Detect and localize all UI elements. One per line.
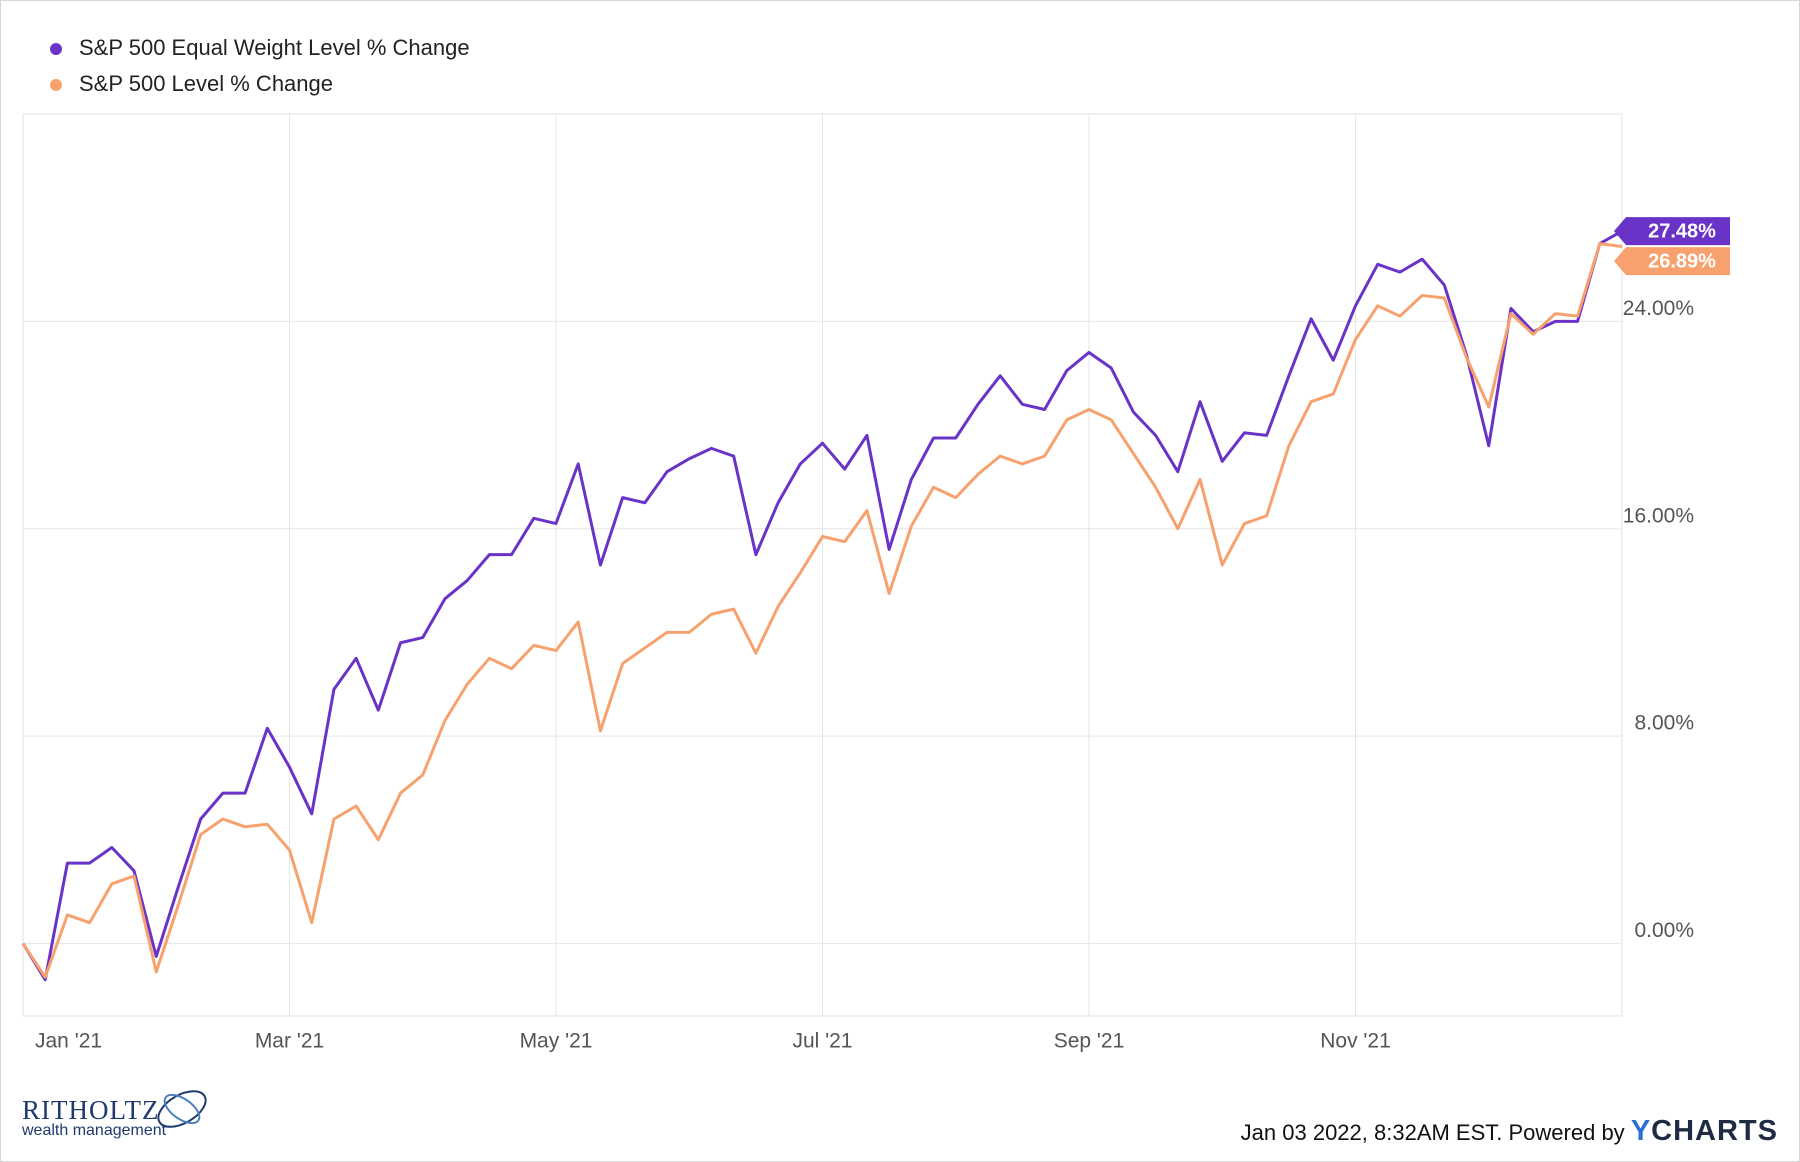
timestamp: Jan 03 2022, 8:32AM EST. Powered by <box>1240 1120 1625 1145</box>
x-tick-label: Sep '21 <box>1054 1030 1125 1053</box>
y-tick-label: 24.00% <box>1623 297 1694 320</box>
y-tick-label: 8.00% <box>1634 712 1694 735</box>
logo-swirl <box>157 1090 207 1128</box>
y-tick-label: 16.00% <box>1623 504 1694 527</box>
end-label-text: 26.89% <box>1648 250 1716 272</box>
end-label-box <box>1614 247 1730 276</box>
legend-marker <box>50 43 62 55</box>
footer-stamp: Jan 03 2022, 8:32AM EST. Powered by YCHA… <box>1241 1115 1778 1148</box>
x-tick-label: Jan '21 <box>35 1030 102 1053</box>
legend-marker <box>50 79 62 91</box>
y-tick-label: 0.00% <box>1634 919 1694 942</box>
brand: YCHARTS <box>1630 1115 1778 1147</box>
legend-label: S&P 500 Equal Weight Level % Change <box>79 35 470 60</box>
legend-label: S&P 500 Level % Change <box>79 71 333 96</box>
x-tick-label: May '21 <box>520 1030 593 1053</box>
end-label: 26.89% <box>1614 247 1730 276</box>
x-tick-label: Mar '21 <box>255 1030 324 1053</box>
series-line <box>21 229 1623 982</box>
logo: RITHOLTZ wealth management <box>22 1090 207 1140</box>
x-tick-label: Jul '21 <box>792 1030 852 1053</box>
x-tick-label: Nov '21 <box>1320 1030 1391 1053</box>
logo-sub: wealth management <box>22 1122 167 1139</box>
logo-name: RITHOLTZ <box>22 1095 160 1125</box>
end-label: 27.48% <box>1614 217 1730 246</box>
end-label-text: 27.48% <box>1648 220 1716 242</box>
series-line <box>21 242 1623 979</box>
end-label-box <box>1614 217 1730 246</box>
